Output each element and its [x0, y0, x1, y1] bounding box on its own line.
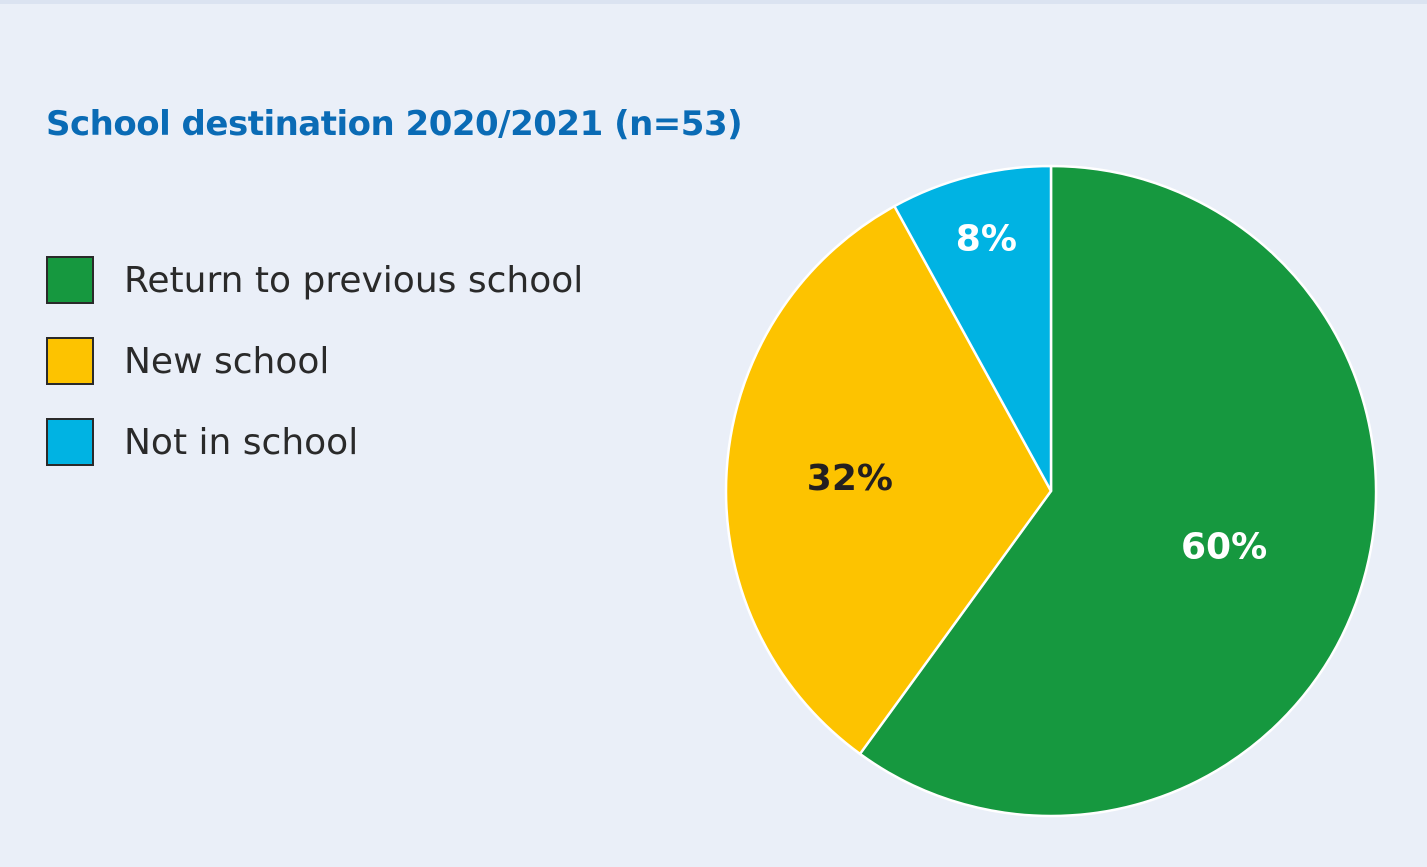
- legend-label: Return to previous school: [124, 259, 584, 301]
- pie-slice-not-in-school: [893, 164, 1053, 493]
- legend-item-not-in-school: Not in school: [46, 416, 583, 468]
- data-label-not-in-school: 8%: [956, 219, 1017, 260]
- legend-item-new-school: New school: [46, 335, 583, 387]
- legend-swatch-new-school: [46, 337, 94, 385]
- legend-swatch-return-to-previous-school: [46, 256, 94, 304]
- legend-item-return-to-previous-school: Return to previous school: [46, 254, 583, 306]
- top-rule: [0, 0, 1427, 4]
- legend-label: Not in school: [124, 421, 359, 463]
- pie-slice-new-school: [724, 204, 1053, 756]
- chart-title: School destination 2020/2021 (n=53): [46, 104, 743, 144]
- data-label-return-to-previous-school: 60%: [1181, 527, 1267, 568]
- legend: Return to previous school New school Not…: [46, 254, 583, 497]
- pie-slice-return-to-previous-school: [858, 164, 1378, 818]
- legend-swatch-not-in-school: [46, 418, 94, 466]
- data-label-new-school: 32%: [807, 458, 893, 499]
- legend-label: New school: [124, 340, 330, 382]
